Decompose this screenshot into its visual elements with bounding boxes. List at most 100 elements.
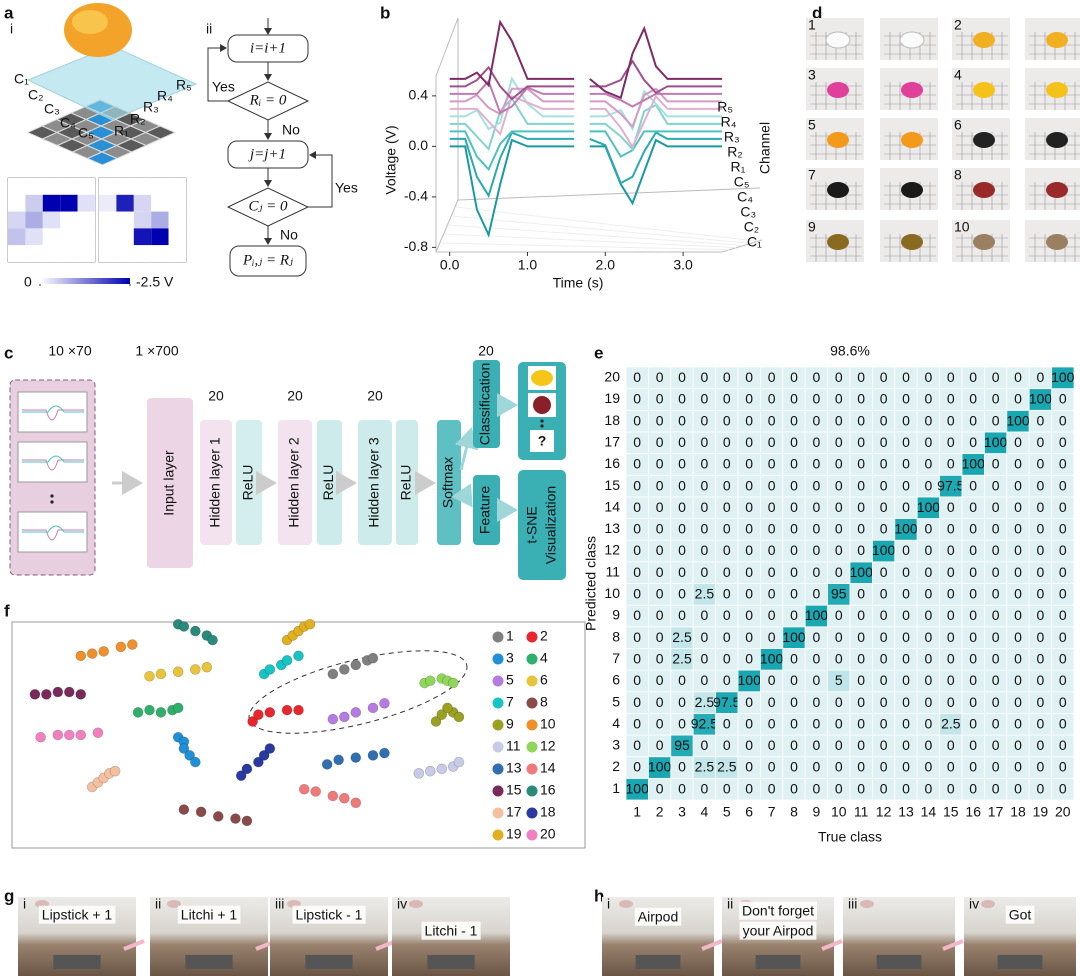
heatmap-cell bbox=[8, 245, 26, 262]
cell-label: 0 bbox=[656, 521, 664, 537]
cell-label: 0 bbox=[880, 456, 888, 472]
cell-label: 0 bbox=[902, 672, 910, 688]
cell-label: 0 bbox=[1059, 499, 1067, 515]
cell-label: 0 bbox=[947, 521, 955, 537]
cell-label: 0 bbox=[745, 737, 753, 753]
cell-label: 0 bbox=[969, 759, 977, 775]
voltage-line bbox=[449, 87, 722, 129]
cell-label: 0 bbox=[947, 456, 955, 472]
tsne-point bbox=[253, 756, 264, 768]
cell-label: 0 bbox=[835, 650, 843, 666]
flow-edge: Yes bbox=[212, 79, 235, 95]
cell-label: 0 bbox=[768, 737, 776, 753]
heatmap-cell bbox=[168, 178, 186, 195]
cell-label: 0 bbox=[992, 672, 1000, 688]
object bbox=[827, 182, 849, 198]
tsne-point bbox=[190, 756, 201, 768]
logo bbox=[167, 900, 181, 908]
legend-swatch bbox=[492, 719, 504, 731]
legend-label: 6 bbox=[540, 672, 548, 688]
tsne-point bbox=[264, 664, 276, 675]
cell-label: 0 bbox=[1014, 499, 1022, 515]
cell-label: 0 bbox=[835, 564, 843, 580]
cell-label: 0 bbox=[633, 650, 641, 666]
cell-label: 95 bbox=[674, 737, 690, 753]
layer-box bbox=[317, 420, 342, 545]
cell-label: 0 bbox=[1059, 715, 1067, 731]
layer-size: 20 bbox=[287, 388, 303, 404]
cell-label: 0 bbox=[1059, 477, 1067, 493]
box-edge bbox=[435, 17, 459, 77]
cell-label: 0 bbox=[1037, 434, 1045, 450]
logo bbox=[409, 900, 423, 908]
object bbox=[825, 31, 851, 49]
cell-label: 0 bbox=[790, 542, 798, 558]
heatmap-cell bbox=[77, 211, 95, 229]
flow-box bbox=[229, 245, 307, 277]
cell-label: 0 bbox=[880, 759, 888, 775]
tsne-point bbox=[298, 783, 310, 795]
heatmap-cell bbox=[133, 211, 152, 229]
tsne-point bbox=[304, 618, 316, 630]
tsne-point bbox=[350, 707, 362, 718]
layer-label: Input layer bbox=[161, 450, 177, 516]
cell-label: 0 bbox=[947, 412, 955, 428]
cell-label: 0 bbox=[857, 456, 865, 472]
frame-caption: Don't forget bbox=[742, 903, 814, 919]
z-axis-label: Channel bbox=[757, 122, 773, 174]
cell-label: 0 bbox=[678, 521, 686, 537]
heatmap-cell bbox=[42, 228, 61, 246]
cell-label: 0 bbox=[992, 737, 1000, 753]
flow-node: j=j+1 bbox=[248, 146, 286, 162]
heatmap-cell bbox=[99, 245, 117, 262]
heatmap-cell bbox=[42, 194, 61, 212]
layer-size: 20 bbox=[478, 343, 494, 359]
tsne-point bbox=[379, 698, 390, 709]
cell-label: 0 bbox=[969, 650, 977, 666]
legend-label: 13 bbox=[506, 760, 522, 776]
cell-label: 0 bbox=[813, 694, 821, 710]
cell-label: 100 bbox=[894, 521, 918, 537]
cell-label: 0 bbox=[745, 564, 753, 580]
cell-label: 0 bbox=[947, 586, 955, 602]
cell-label: 0 bbox=[880, 607, 888, 623]
tsne-point bbox=[424, 765, 436, 777]
tsne-point bbox=[178, 743, 190, 754]
cell-label: 95 bbox=[831, 586, 847, 602]
flow-node: Pᵢ,ⱼ = Rⱼ bbox=[242, 252, 293, 268]
cell-label: 0 bbox=[1037, 586, 1045, 602]
heatmap-cell bbox=[116, 178, 134, 195]
column-label: C₂ bbox=[28, 87, 44, 103]
branch-label: Classification bbox=[477, 363, 493, 445]
cell-label: 0 bbox=[992, 521, 1000, 537]
cell-label: 0 bbox=[880, 694, 888, 710]
cell-label: 0 bbox=[633, 737, 641, 753]
cell-label: 2.5 bbox=[695, 694, 715, 710]
object bbox=[973, 132, 995, 148]
cell-label: 0 bbox=[880, 564, 888, 580]
cell-label: 0 bbox=[745, 694, 753, 710]
legend-label: 17 bbox=[506, 804, 522, 820]
cell-label: 0 bbox=[835, 715, 843, 731]
tsne-point bbox=[86, 648, 98, 659]
cell-label: 0 bbox=[678, 499, 686, 515]
heatmap-cell bbox=[168, 211, 186, 229]
cell-label: 0 bbox=[947, 629, 955, 645]
cell-label: 0 bbox=[902, 759, 910, 775]
object bbox=[973, 182, 995, 198]
cell-label: 0 bbox=[969, 564, 977, 580]
frame-caption: Lipstick - 1 bbox=[296, 907, 363, 923]
cell-label: 0 bbox=[745, 607, 753, 623]
cell-label: 0 bbox=[857, 650, 865, 666]
cell-label: 0 bbox=[947, 737, 955, 753]
x-tick-label: 12 bbox=[876, 804, 892, 820]
cell-label: 0 bbox=[969, 499, 977, 515]
cell-label: 0 bbox=[969, 672, 977, 688]
cell-label: 0 bbox=[925, 607, 933, 623]
tsne-point bbox=[184, 750, 195, 761]
legend-swatch bbox=[492, 741, 504, 753]
legend-swatch bbox=[492, 653, 504, 665]
layer-label: Hidden layer 1 bbox=[207, 437, 223, 527]
cell-label: 0 bbox=[947, 369, 955, 385]
layer-label: Softmax bbox=[440, 457, 456, 508]
